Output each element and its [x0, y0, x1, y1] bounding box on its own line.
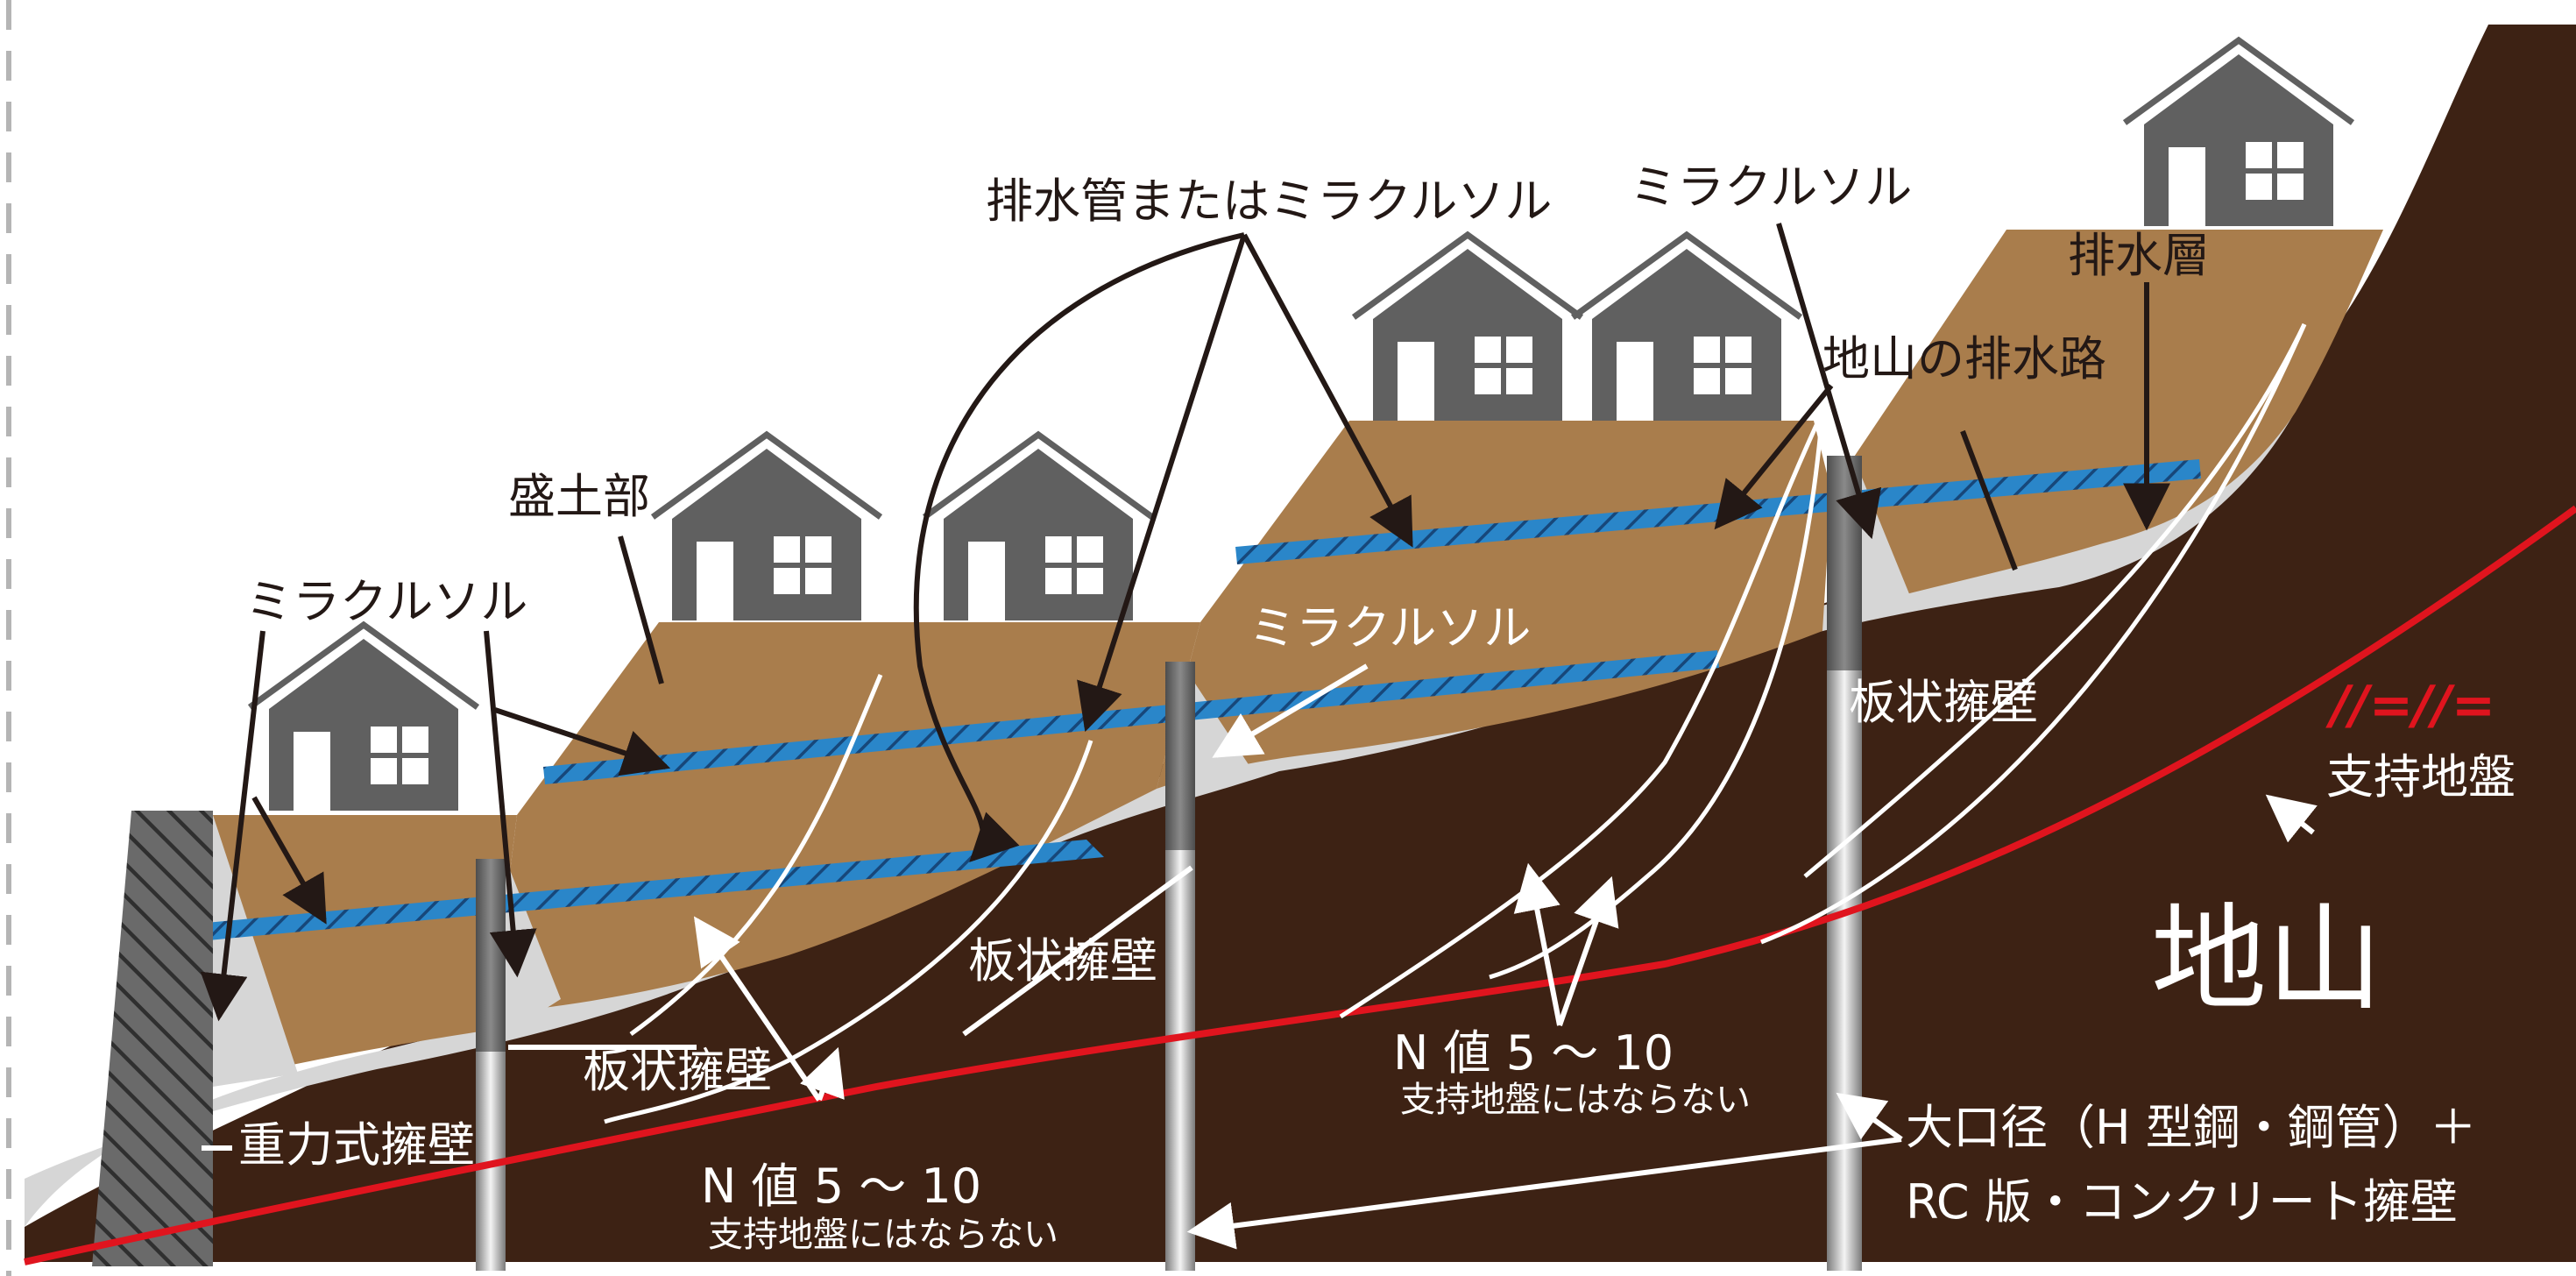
sheet-wall-pile-1-top	[476, 859, 506, 1052]
label-sheet-wall-2: 板状擁壁	[968, 933, 1157, 989]
label-not-support-2: 支持地盤にはならない	[1400, 1080, 1751, 1120]
drain-pipe-1	[123, 840, 1104, 948]
house-icon	[653, 435, 881, 620]
sheet-wall-pile-2-top	[1165, 662, 1195, 850]
label-sheet-wall-3: 板状擁壁	[1849, 675, 2038, 730]
label-natural-ground: 地山	[2151, 892, 2382, 1027]
label-sheet-wall-1: 板状擁壁	[583, 1043, 772, 1098]
label-n-value-1: N 値 5 〜 10	[701, 1159, 981, 1214]
drain-pipe-2	[543, 650, 1719, 784]
label-n-value-2: N 値 5 〜 10	[1393, 1025, 1674, 1081]
label-large-pile-2: RC 版・コンクリート擁壁	[1906, 1174, 2458, 1230]
sheet-wall-pile-2	[1165, 850, 1195, 1271]
gravity-retaining-wall	[92, 811, 213, 1266]
label-not-support-1: 支持地盤にはならない	[708, 1215, 1058, 1255]
house-icon	[2125, 40, 2353, 226]
house-icon	[250, 625, 478, 811]
label-miracle-left: ミラクルソル	[245, 574, 527, 629]
label-miracle-top: ミラクルソル	[1630, 160, 1912, 215]
label-drain-layer: 排水層	[2068, 228, 2210, 283]
house-icon	[924, 435, 1152, 620]
black-leaders	[200, 223, 2170, 1022]
label-large-pile-1: 大口径（H 型鋼・鋼管）＋	[1906, 1100, 2477, 1155]
support-ground-line	[24, 505, 2576, 1265]
house-icon	[1354, 235, 1582, 421]
label-miracle-mid: ミラクルソル	[1249, 600, 1531, 656]
label-natural-drain: 地山の排水路	[1822, 331, 2106, 386]
label-gravity-wall: 重力式擁壁	[238, 1117, 475, 1173]
fill-soil-terrace-1	[202, 815, 517, 1087]
white-leaders	[202, 663, 2318, 1250]
label-drain-pipe-or-miracle: 排水管またはミラクルソル	[986, 174, 1552, 229]
sheet-wall-pile-3	[1827, 670, 1862, 1271]
label-fill-part: 盛土部	[508, 469, 650, 524]
fill-soil-terrace-4	[1831, 230, 2383, 613]
label-support-ground: 支持地盤	[2326, 749, 2516, 805]
house-icon	[1573, 235, 1801, 421]
ground-symbol-icon: //=//=	[2325, 675, 2495, 736]
